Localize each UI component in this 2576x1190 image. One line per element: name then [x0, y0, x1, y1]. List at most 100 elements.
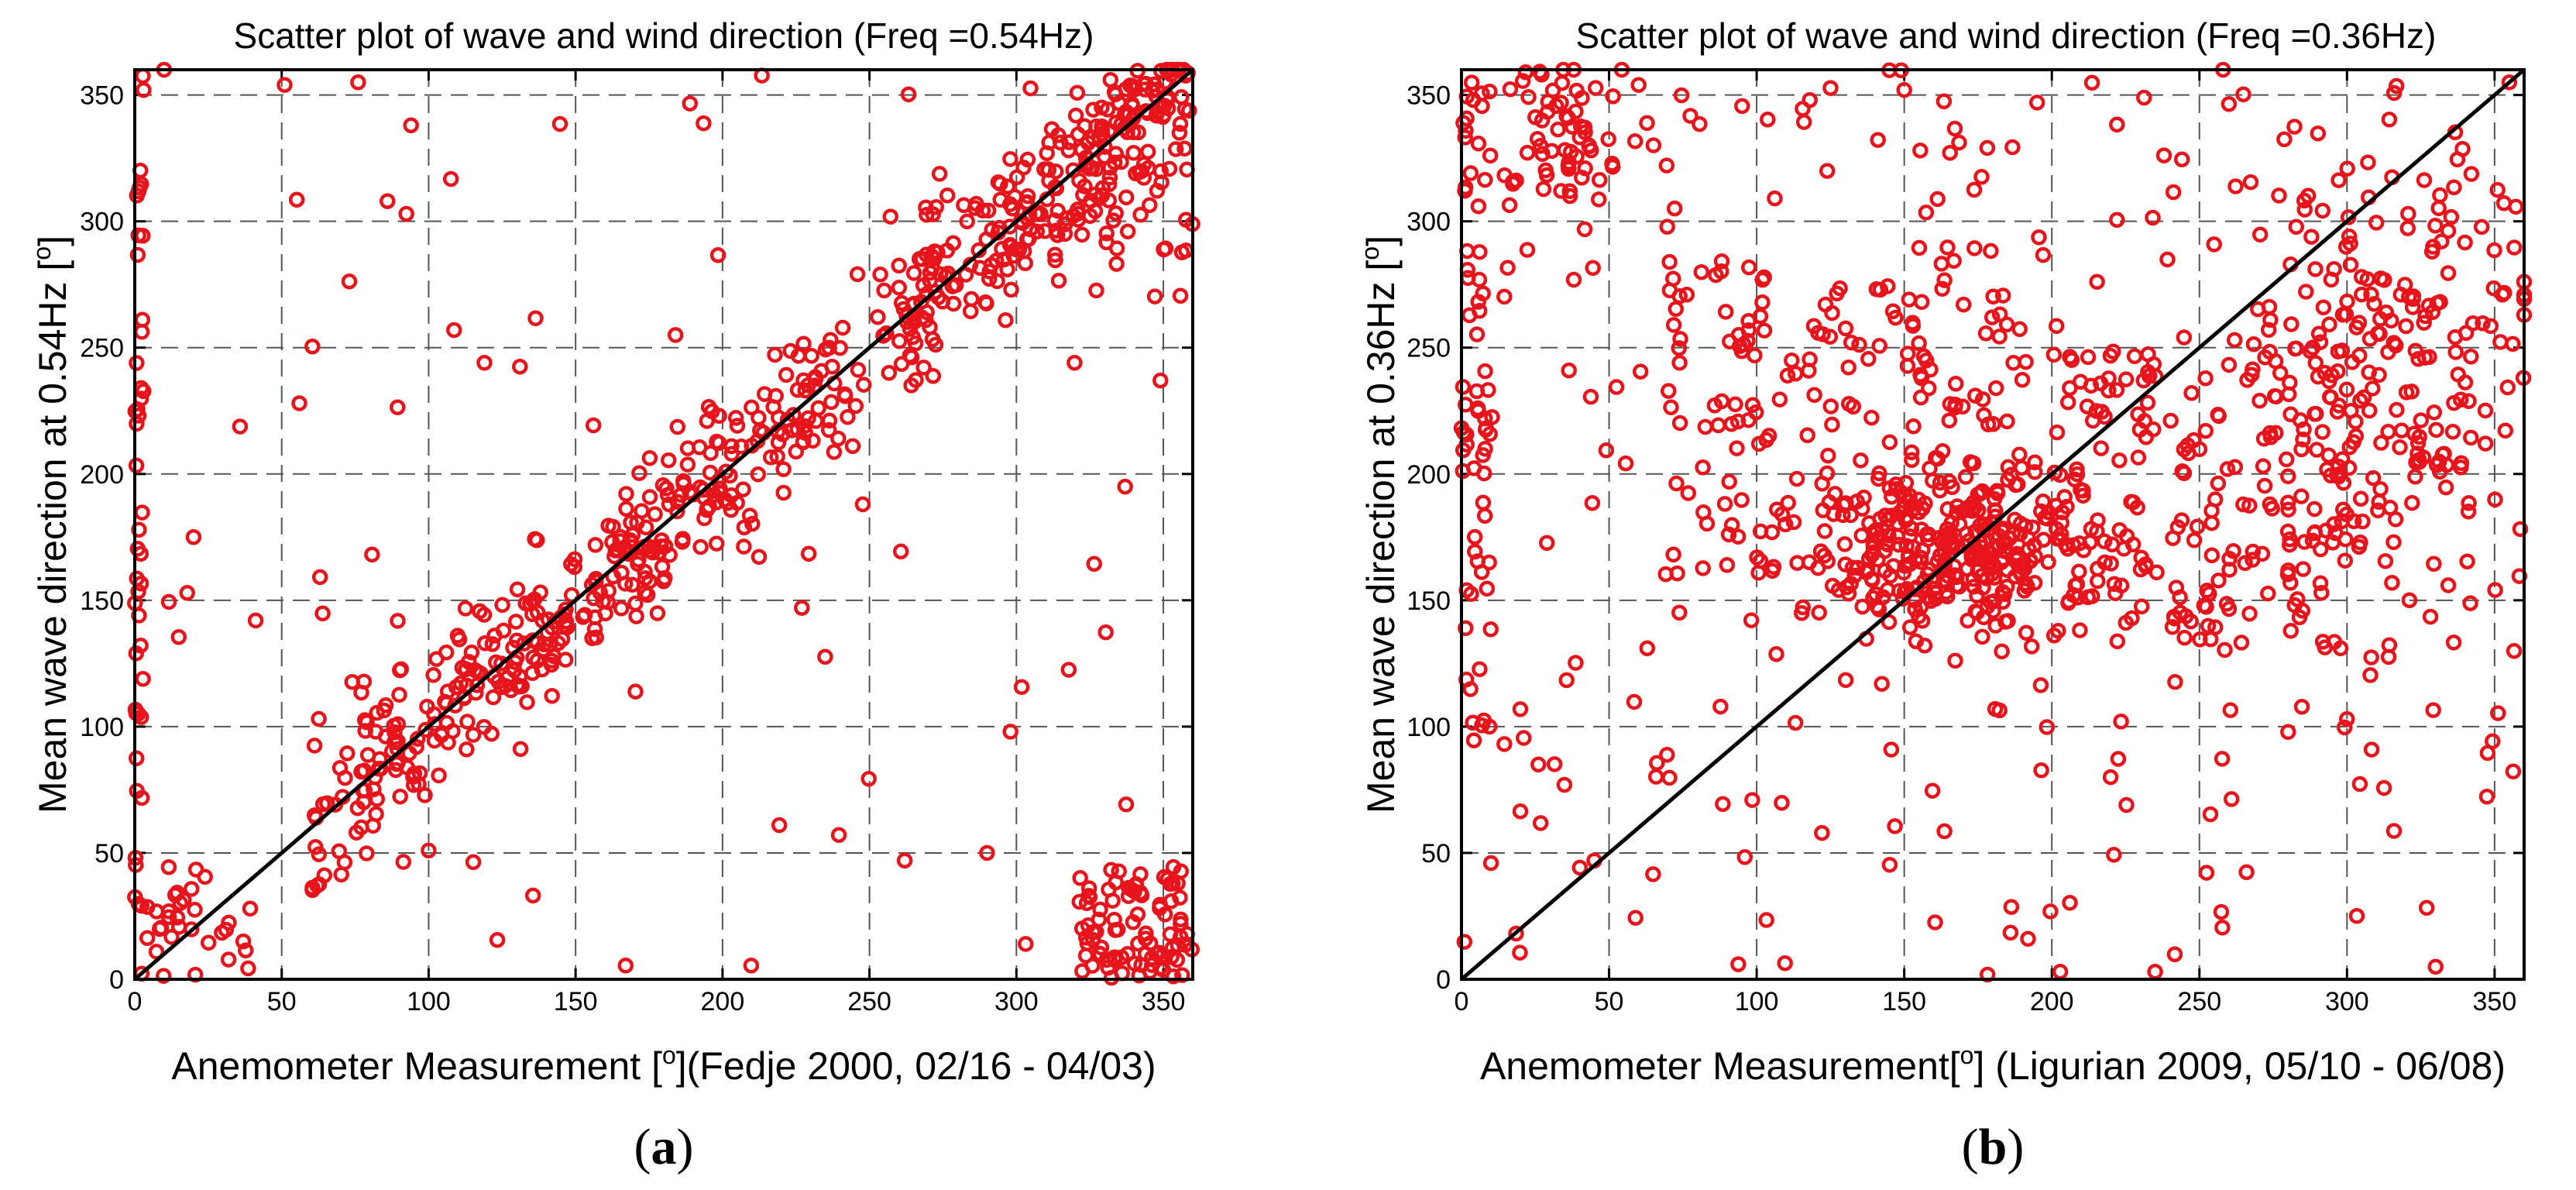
data-point — [2416, 315, 2432, 331]
data-point — [185, 529, 202, 545]
data-point — [1967, 541, 1984, 557]
data-point — [1871, 338, 1887, 354]
data-point — [1693, 263, 1710, 280]
data-point — [2203, 514, 2220, 531]
data-point — [586, 590, 602, 607]
data-point — [460, 654, 477, 670]
data-point — [821, 339, 837, 356]
data-point — [1107, 922, 1124, 938]
data-point — [606, 548, 623, 565]
plot-frame-a — [133, 68, 1194, 981]
data-point — [1534, 146, 1551, 162]
data-point — [509, 632, 525, 648]
data-point — [2026, 537, 2042, 554]
data-point — [750, 549, 768, 566]
data-point — [2375, 779, 2392, 796]
data-point — [457, 600, 474, 617]
data-point — [2378, 304, 2395, 321]
data-point — [1777, 516, 1794, 533]
data-point — [1774, 795, 1790, 811]
data-point — [1760, 111, 1776, 128]
data-point — [377, 696, 394, 714]
data-point — [1039, 145, 1055, 161]
data-point — [1046, 246, 1063, 263]
data-point — [1098, 225, 1115, 242]
data-point — [2002, 924, 2019, 941]
data-point — [2376, 272, 2392, 288]
data-point — [1475, 285, 1491, 302]
data-point — [2368, 215, 2385, 231]
data-point — [2405, 288, 2422, 304]
data-point — [1884, 507, 1900, 524]
data-point — [2040, 504, 2057, 521]
data-point — [2440, 577, 2457, 593]
data-point — [1946, 399, 1963, 416]
data-point — [2048, 318, 2065, 335]
data-point — [350, 74, 366, 91]
data-point — [1853, 452, 1869, 469]
data-point — [2505, 763, 2522, 780]
data-point — [288, 191, 305, 208]
data-point — [2359, 271, 2376, 287]
data-point — [1870, 601, 1887, 617]
data-point — [1471, 303, 1488, 319]
data-point — [2307, 261, 2324, 277]
data-point — [1665, 270, 1681, 287]
data-point — [720, 494, 736, 511]
data-point — [1754, 271, 1771, 288]
data-point — [1870, 470, 1887, 487]
data-point — [1088, 282, 1104, 299]
data-point — [1860, 350, 1877, 367]
data-point — [1138, 925, 1154, 942]
data-point — [2499, 379, 2516, 396]
data-point — [1706, 397, 1723, 414]
data-point — [2501, 74, 2518, 91]
data-point — [187, 966, 204, 983]
data-point — [2341, 439, 2358, 456]
data-point — [2304, 532, 2321, 549]
data-point — [727, 410, 744, 426]
data-point — [2313, 584, 2330, 601]
data-point — [2425, 702, 2441, 718]
data-point — [2166, 610, 2183, 627]
data-point — [1816, 523, 1833, 539]
data-point — [2106, 846, 2122, 863]
data-point — [1692, 115, 1708, 132]
data-point — [1505, 175, 1521, 192]
data-point — [1585, 260, 1601, 277]
data-point — [1091, 190, 1108, 207]
data-point — [939, 242, 956, 259]
data-point — [1994, 593, 2011, 610]
data-point — [2286, 119, 2303, 135]
data-point — [2027, 454, 2043, 471]
data-point — [1758, 432, 1774, 449]
data-point — [2080, 349, 2097, 366]
data-point — [2090, 573, 2106, 590]
data-point — [736, 538, 752, 555]
data-point — [1512, 701, 1529, 717]
scatter-panel-a: Scatter plot of wave and wind direction … — [28, 15, 1200, 1175]
data-point — [854, 496, 871, 513]
data-point — [2214, 751, 2231, 767]
data-point — [1130, 124, 1146, 141]
data-point — [1070, 205, 1086, 222]
data-point — [490, 673, 507, 690]
data-point — [674, 534, 691, 550]
data-point — [2457, 374, 2474, 390]
data-point — [907, 335, 924, 352]
data-point — [1598, 442, 1615, 459]
data-point — [135, 67, 151, 84]
data-point — [919, 207, 935, 223]
y-tick-label: 150 — [1406, 586, 1451, 616]
data-point — [1157, 240, 1174, 256]
data-point — [2049, 424, 2066, 441]
data-point — [2059, 394, 2076, 411]
panel-label-a: (a) — [634, 1119, 694, 1175]
data-point — [1101, 192, 1118, 208]
data-point — [2206, 236, 2222, 253]
data-point — [1022, 80, 1039, 97]
data-point — [2126, 348, 2143, 365]
data-point — [1832, 280, 1848, 297]
data-point — [1519, 144, 1536, 161]
data-point — [1974, 628, 1990, 645]
